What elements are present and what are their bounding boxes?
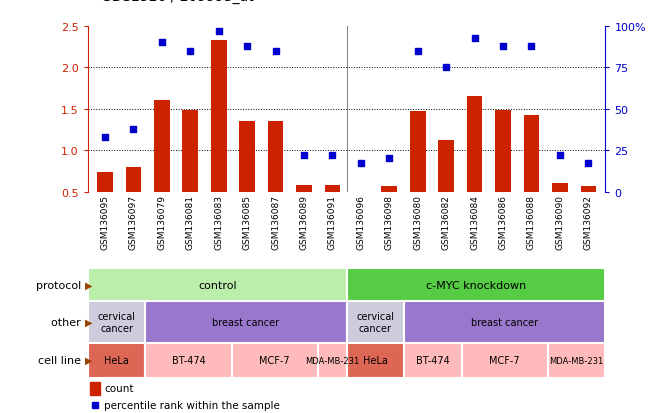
Text: GSM136090: GSM136090 <box>555 195 564 249</box>
Text: cell line: cell line <box>38 355 85 366</box>
Text: GSM136083: GSM136083 <box>214 195 223 249</box>
Text: GSM136096: GSM136096 <box>356 195 365 249</box>
Bar <box>145 343 232 378</box>
Bar <box>88 268 346 301</box>
Bar <box>438 141 454 192</box>
Bar <box>145 301 346 343</box>
Bar <box>523 115 539 192</box>
Text: ▶: ▶ <box>85 280 92 290</box>
Bar <box>240 122 255 192</box>
Point <box>583 161 594 167</box>
Text: GSM136081: GSM136081 <box>186 195 195 249</box>
Point <box>327 152 338 159</box>
Bar <box>88 343 145 378</box>
Text: GSM136084: GSM136084 <box>470 195 479 249</box>
Point <box>100 134 110 141</box>
Text: control: control <box>198 280 236 290</box>
Text: MDA-MB-231: MDA-MB-231 <box>305 356 359 365</box>
Point <box>214 28 224 35</box>
Text: GSM136097: GSM136097 <box>129 195 138 249</box>
Point <box>498 43 508 50</box>
Point <box>299 152 309 159</box>
Point <box>469 35 480 42</box>
Text: GSM136082: GSM136082 <box>441 195 450 249</box>
Text: GSM136086: GSM136086 <box>499 195 508 249</box>
Text: HeLa: HeLa <box>363 355 388 366</box>
Bar <box>552 184 568 192</box>
Bar <box>88 301 145 343</box>
Bar <box>548 343 605 378</box>
Point <box>355 161 366 167</box>
Text: c-MYC knockdown: c-MYC knockdown <box>426 280 526 290</box>
Text: breast cancer: breast cancer <box>471 317 538 327</box>
Bar <box>462 343 548 378</box>
Point <box>413 48 423 55</box>
Text: BT-474: BT-474 <box>172 355 206 366</box>
Bar <box>467 97 482 192</box>
Bar <box>495 111 511 192</box>
Text: GSM136087: GSM136087 <box>271 195 280 249</box>
Point <box>128 126 139 133</box>
Point <box>270 48 281 55</box>
Bar <box>296 185 312 192</box>
Bar <box>182 111 198 192</box>
Text: ▶: ▶ <box>85 317 92 327</box>
Text: GSM136092: GSM136092 <box>584 195 593 249</box>
Text: GDS2526 / 209993_at: GDS2526 / 209993_at <box>101 0 254 4</box>
Text: GSM136091: GSM136091 <box>328 195 337 249</box>
Point <box>555 152 565 159</box>
Bar <box>90 382 100 395</box>
Point <box>185 48 195 55</box>
Bar <box>346 343 404 378</box>
Bar <box>381 186 397 192</box>
Bar <box>97 172 113 192</box>
Text: GSM136095: GSM136095 <box>100 195 109 249</box>
Text: cervical
cancer: cervical cancer <box>356 311 395 333</box>
Text: HeLa: HeLa <box>104 355 129 366</box>
Bar <box>232 343 318 378</box>
Bar <box>346 268 605 301</box>
Bar <box>318 343 346 378</box>
Point <box>441 65 451 71</box>
Point <box>526 43 536 50</box>
Text: breast cancer: breast cancer <box>212 317 279 327</box>
Text: GSM136098: GSM136098 <box>385 195 394 249</box>
Text: MCF-7: MCF-7 <box>260 355 290 366</box>
Text: GSM136085: GSM136085 <box>243 195 252 249</box>
Point <box>157 40 167 47</box>
Bar <box>581 186 596 192</box>
Point <box>384 156 395 162</box>
Text: GSM136079: GSM136079 <box>158 195 166 249</box>
Text: GSM136080: GSM136080 <box>413 195 422 249</box>
Text: BT-474: BT-474 <box>416 355 450 366</box>
Text: count: count <box>104 383 134 394</box>
Bar <box>154 101 170 192</box>
Bar <box>268 122 283 192</box>
Text: GSM136089: GSM136089 <box>299 195 309 249</box>
Text: other: other <box>51 317 85 327</box>
Text: cervical
cancer: cervical cancer <box>98 311 135 333</box>
Bar <box>126 167 141 192</box>
Bar <box>410 112 426 192</box>
Text: percentile rank within the sample: percentile rank within the sample <box>104 400 281 410</box>
Text: protocol: protocol <box>36 280 85 290</box>
Text: MCF-7: MCF-7 <box>490 355 520 366</box>
Text: MDA-MB-231: MDA-MB-231 <box>549 356 604 365</box>
Point <box>242 43 253 50</box>
Bar <box>325 185 340 192</box>
Text: GSM136088: GSM136088 <box>527 195 536 249</box>
Bar <box>346 301 404 343</box>
Text: ▶: ▶ <box>85 355 92 366</box>
Bar <box>404 343 462 378</box>
Bar <box>211 41 227 192</box>
Bar <box>404 301 605 343</box>
